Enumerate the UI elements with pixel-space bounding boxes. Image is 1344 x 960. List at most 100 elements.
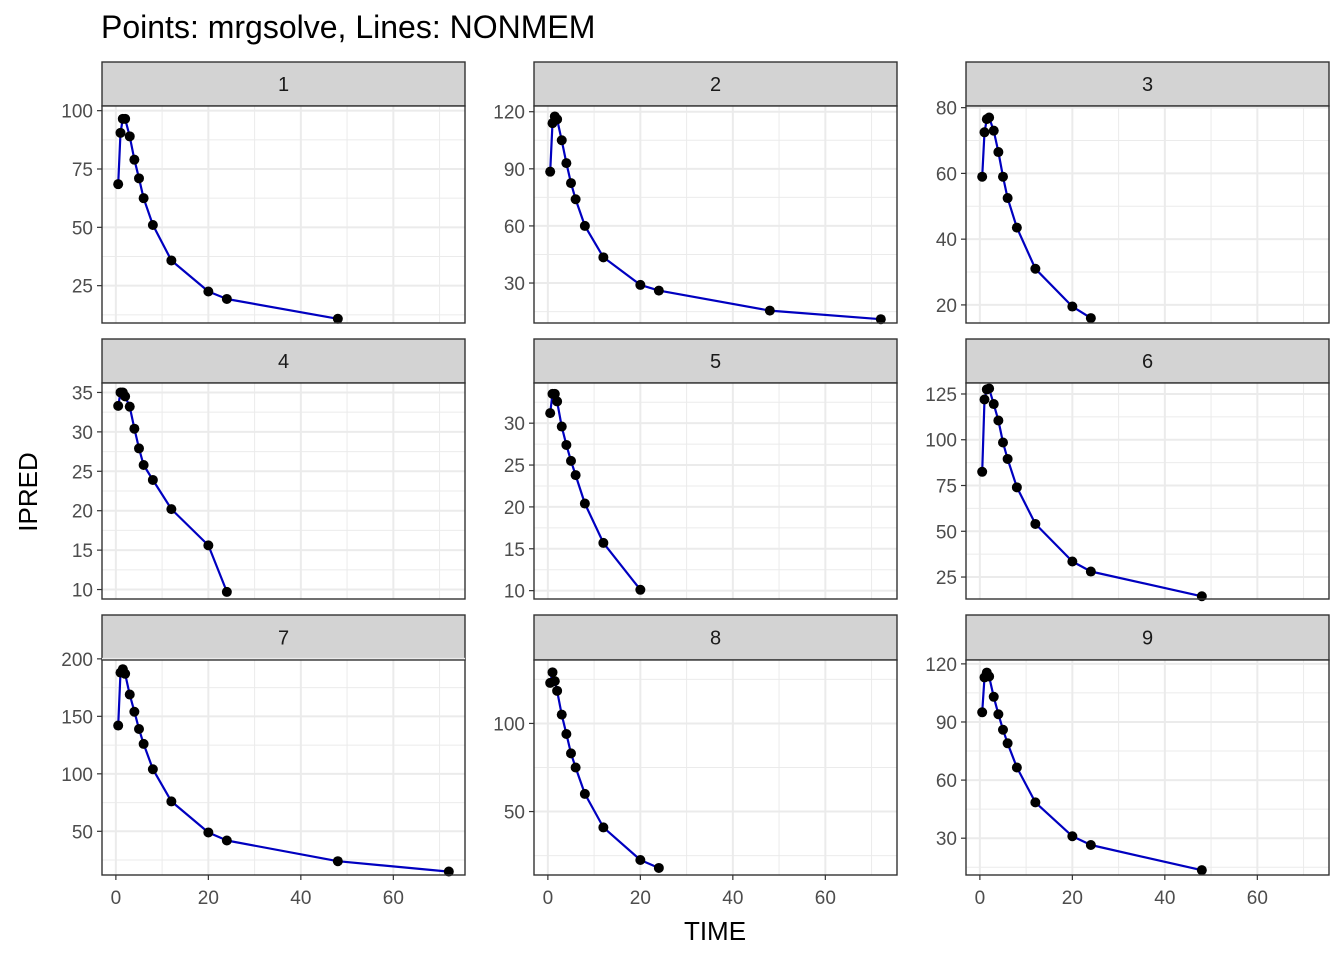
mrgsolve-point — [579, 498, 590, 509]
grid-lines — [102, 657, 465, 875]
mrgsolve-point — [997, 437, 1008, 448]
y-tick-label: 80 — [936, 99, 957, 120]
panel-background — [534, 383, 897, 599]
x-tick-label: 20 — [1062, 888, 1083, 909]
mrgsolve-point — [565, 178, 576, 189]
grid-lines — [966, 106, 1329, 323]
mrgsolve-point — [984, 112, 995, 123]
panel-9: 9 30 60 90 120 0 20 40 60 — [925, 614, 1330, 909]
panel-border — [965, 659, 1330, 876]
y-tick-label: 150 — [61, 707, 93, 728]
y-tick-label: 200 — [61, 650, 93, 671]
grid-lines — [966, 660, 1329, 875]
mrgsolve-point — [1085, 839, 1096, 850]
mrgsolve-point — [547, 667, 558, 678]
y-tick-label: 90 — [504, 160, 525, 181]
strip-label-5: 5 — [710, 351, 721, 373]
y-tick-label: 15 — [504, 540, 525, 561]
mrgsolve-point — [443, 866, 454, 877]
x-tick-label: 40 — [1154, 888, 1175, 909]
y-tick-label: 50 — [504, 803, 525, 824]
mrgsolve-point — [875, 314, 886, 325]
strip-label-6: 6 — [1142, 351, 1153, 373]
x-tick-label: 20 — [198, 888, 219, 909]
mrgsolve-point — [598, 537, 609, 548]
strip-label-8: 8 — [710, 628, 721, 650]
y-axis-title: IPRED — [13, 452, 43, 531]
y-tick-label: 75 — [72, 160, 93, 181]
mrgsolve-point — [988, 399, 999, 410]
mrgsolve-point — [1085, 566, 1096, 577]
panel-background — [534, 106, 897, 323]
mrgsolve-point — [133, 723, 144, 734]
mrgsolve-point — [221, 293, 232, 304]
y-tick-label: 60 — [936, 164, 957, 185]
y-tick-label: 60 — [936, 771, 957, 792]
y-tick-label: 90 — [936, 713, 957, 734]
mrgsolve-point — [1011, 482, 1022, 493]
x-tick-label: 60 — [815, 888, 836, 909]
mrgsolve-point — [1002, 193, 1013, 204]
panel-2: 2 30 60 90 120 — [493, 61, 898, 325]
y-tick-label: 25 — [504, 456, 525, 477]
strip-4 — [101, 338, 466, 384]
mrgsolve-point — [147, 220, 158, 230]
mrgsolve-point — [203, 827, 214, 838]
strip-2 — [533, 61, 898, 107]
mrgsolve-point — [556, 421, 567, 432]
mrgsolve-point — [1030, 797, 1041, 808]
strip-label-7: 7 — [278, 628, 289, 650]
y-tick-label: 100 — [493, 714, 525, 735]
strip-label-9: 9 — [1142, 628, 1153, 650]
panel-background — [966, 106, 1329, 323]
mrgsolve-point — [113, 720, 124, 731]
chart-title: Points: mrgsolve, Lines: NONMEM — [101, 9, 595, 45]
y-tick-label: 100 — [61, 765, 93, 786]
facet-panels: 1255075100230609012032040608041015202530… — [61, 61, 1330, 909]
mrgsolve-point — [556, 709, 567, 720]
mrgsolve-point — [1085, 313, 1096, 324]
mrgsolve-point — [979, 127, 990, 138]
y-tick-label: 20 — [504, 498, 525, 519]
mrgsolve-point — [124, 689, 135, 700]
strip-label-4: 4 — [278, 351, 289, 373]
y-tick-label: 25 — [72, 462, 93, 483]
x-tick-label: 40 — [290, 888, 311, 909]
mrgsolve-point — [332, 313, 343, 324]
x-tick-label: 60 — [383, 888, 404, 909]
mrgsolve-point — [1067, 301, 1078, 312]
y-tick-label: 30 — [504, 414, 525, 435]
mrgsolve-point — [166, 504, 177, 515]
panel-8: 8 50 100 0 20 40 60 — [493, 614, 898, 909]
mrgsolve-point — [561, 158, 572, 169]
mrgsolve-point — [545, 408, 556, 419]
y-tick-label: 25 — [72, 277, 93, 298]
mrgsolve-point — [133, 173, 144, 184]
y-tick-label: 10 — [72, 581, 93, 602]
panel-border — [533, 659, 898, 876]
mrgsolve-point — [1011, 762, 1022, 773]
mrgsolve-point — [147, 764, 158, 775]
mrgsolve-point — [984, 383, 995, 394]
panel-border — [965, 382, 1330, 600]
y-tick-label: 25 — [936, 568, 957, 589]
mrgsolve-point — [570, 470, 581, 481]
mrgsolve-point — [203, 286, 214, 297]
panel-background — [966, 383, 1329, 599]
mrgsolve-point — [203, 540, 214, 551]
mrgsolve-point — [549, 676, 560, 687]
mrgsolve-point — [556, 135, 567, 146]
mrgsolve-point — [570, 194, 581, 205]
mrgsolve-point — [988, 691, 999, 702]
mrgsolve-point — [124, 401, 135, 412]
y-tick-label: 125 — [925, 385, 957, 406]
mrgsolve-point — [653, 862, 664, 873]
mrgsolve-point — [221, 835, 232, 846]
strip-9 — [965, 614, 1330, 661]
mrgsolve-point — [997, 171, 1008, 182]
mrgsolve-point — [988, 125, 999, 136]
y-tick-label: 10 — [504, 582, 525, 603]
mrgsolve-point — [115, 127, 126, 138]
panel-background — [102, 106, 465, 323]
strip-8 — [533, 614, 898, 661]
